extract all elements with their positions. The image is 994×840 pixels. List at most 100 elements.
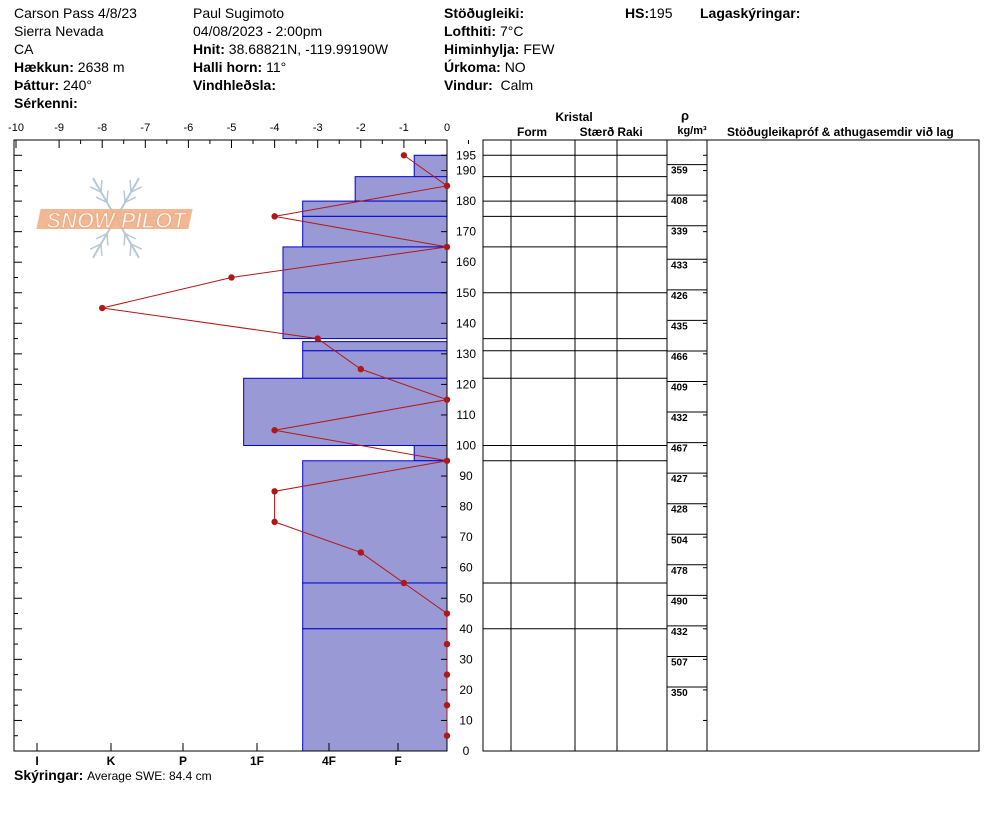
air-temp-row: Lofthiti: 7°C bbox=[444, 22, 554, 40]
state: CA bbox=[14, 41, 34, 57]
sky-value: FEW bbox=[523, 41, 555, 57]
hardness-layer bbox=[413, 445, 448, 462]
temp-tick-label: -4 bbox=[270, 122, 280, 134]
snowflake-branch bbox=[123, 190, 126, 203]
tests-header: Stöðugleikapróf & athugasemdir við lag bbox=[727, 125, 954, 139]
density-unit-header: kg/m³ bbox=[677, 125, 707, 137]
temperature-point bbox=[443, 610, 451, 617]
density-value: 490 bbox=[671, 596, 688, 607]
density-value: 409 bbox=[671, 383, 688, 394]
temp-tick-label: -5 bbox=[227, 122, 237, 134]
temperature-point bbox=[357, 365, 364, 373]
logo-banner bbox=[36, 209, 193, 229]
temp-tick-label: -3 bbox=[313, 122, 323, 134]
hardness-layer bbox=[243, 377, 448, 447]
density-value: 350 bbox=[671, 688, 688, 699]
temp-tick-label: -9 bbox=[54, 122, 64, 134]
temperature-point bbox=[443, 182, 451, 190]
hardness-tick-label: 1F bbox=[250, 754, 264, 768]
special-label: Sérkenni: bbox=[14, 95, 78, 111]
snowflake-branch bbox=[95, 196, 108, 204]
observer: Paul Sugimoto bbox=[193, 5, 285, 21]
wind-value: Calm bbox=[500, 77, 534, 93]
height-tick-label: 0 bbox=[463, 744, 470, 758]
temperature-line bbox=[102, 154, 449, 736]
snowpilot-logo: SNOW PILOT bbox=[36, 177, 193, 259]
height-tick-label: 150 bbox=[456, 286, 476, 300]
size-header: Stærð bbox=[580, 125, 615, 139]
snowflake-branch bbox=[130, 186, 143, 193]
footer-notes-label: Skýringar: bbox=[14, 767, 84, 783]
height-tick-label: 90 bbox=[459, 469, 473, 483]
elevation-value: 2638 m bbox=[77, 59, 125, 75]
temperature-point bbox=[400, 152, 408, 159]
precip-value: NO bbox=[504, 59, 526, 75]
temperature-point bbox=[271, 518, 278, 526]
range: Sierra Nevada bbox=[14, 23, 104, 39]
layer-notes-label: Lagaskýringar: bbox=[700, 5, 801, 21]
hardness-layer bbox=[302, 628, 448, 752]
snowflake-icon bbox=[36, 177, 193, 259]
height-tick-label: 100 bbox=[456, 439, 476, 453]
coords-value: 38.68821N, -119.99190W bbox=[228, 41, 389, 57]
height-tick-label: 120 bbox=[456, 377, 476, 391]
height-tick-label: 170 bbox=[456, 225, 476, 239]
density-value: 466 bbox=[671, 352, 688, 363]
wind-label: Vindur: bbox=[444, 77, 493, 93]
temperature-point bbox=[99, 304, 106, 312]
hardness-tick-label: P bbox=[179, 754, 187, 768]
height-tick-label: 130 bbox=[456, 347, 476, 361]
precip-row: Úrkoma: NO bbox=[444, 58, 554, 76]
air-temp-label: Lofthiti: bbox=[444, 23, 497, 39]
hs-row: HS:195 bbox=[625, 4, 672, 22]
temperature-point bbox=[271, 488, 278, 495]
density-value: 432 bbox=[671, 413, 688, 424]
density-value: 408 bbox=[671, 196, 688, 207]
temperature-point bbox=[443, 457, 451, 464]
temperature-point bbox=[400, 579, 408, 587]
elevation-row: Hækkun: 2638 m bbox=[14, 58, 137, 76]
temperature-point bbox=[443, 732, 451, 739]
density-value: 432 bbox=[671, 627, 688, 638]
temp-tick-label: -2 bbox=[356, 122, 366, 134]
temp-tick-label: 0 bbox=[444, 122, 450, 134]
layer-notes-row: Lagaskýringar: bbox=[700, 4, 800, 22]
datetime: 04/08/2023 - 2:00pm bbox=[193, 23, 323, 39]
hardness-layer bbox=[302, 460, 448, 584]
snowflake-branch bbox=[106, 190, 109, 203]
hardness-layer bbox=[302, 215, 448, 248]
hardness-layer bbox=[354, 176, 448, 202]
temperature-point bbox=[271, 213, 278, 220]
density-value: 504 bbox=[671, 535, 688, 546]
density-value: 507 bbox=[671, 657, 688, 668]
stability-row: Stöðugleiki: bbox=[444, 4, 554, 22]
wind-row: Vindur: Calm bbox=[444, 76, 554, 94]
wind-loading-row: Vindhleðsla: bbox=[193, 76, 388, 94]
hardness-layer bbox=[302, 582, 448, 630]
aspect-row: Þáttur: 240° bbox=[14, 76, 137, 94]
density-value: 426 bbox=[671, 291, 688, 302]
snowflake-branch bbox=[89, 186, 102, 193]
temperature-point bbox=[228, 274, 235, 281]
hardness-tick-label: K bbox=[107, 754, 116, 768]
air-temp-value: 7°C bbox=[499, 23, 524, 39]
snowflake-branch bbox=[100, 243, 103, 257]
height-tick-label: 30 bbox=[459, 652, 473, 666]
slope-row: Halli horn: 11° bbox=[193, 58, 388, 76]
aspect-value: 240° bbox=[63, 77, 92, 93]
wind-loading-label: Vindhleðsla: bbox=[193, 77, 276, 93]
height-tick-label: 80 bbox=[459, 500, 473, 514]
temperature-point bbox=[443, 396, 451, 403]
height-tick-label: 140 bbox=[456, 316, 476, 330]
height-tick-label: 190 bbox=[456, 164, 476, 178]
hs-value: 195 bbox=[649, 5, 673, 21]
layer-table: Kristal Form Stærð Raki ρ kg/m³ Stöðugleikapró… bbox=[482, 108, 980, 752]
height-tick-label: 70 bbox=[459, 530, 473, 544]
coords-row: Hnit: 38.68821N, -119.99190W bbox=[193, 40, 388, 58]
height-tick-label: 160 bbox=[456, 255, 476, 269]
temperature-point bbox=[443, 243, 451, 251]
temperature-point bbox=[443, 671, 451, 678]
density-value: 428 bbox=[671, 505, 688, 516]
footer-notes-value: Average SWE: 84.4 cm bbox=[87, 769, 212, 783]
